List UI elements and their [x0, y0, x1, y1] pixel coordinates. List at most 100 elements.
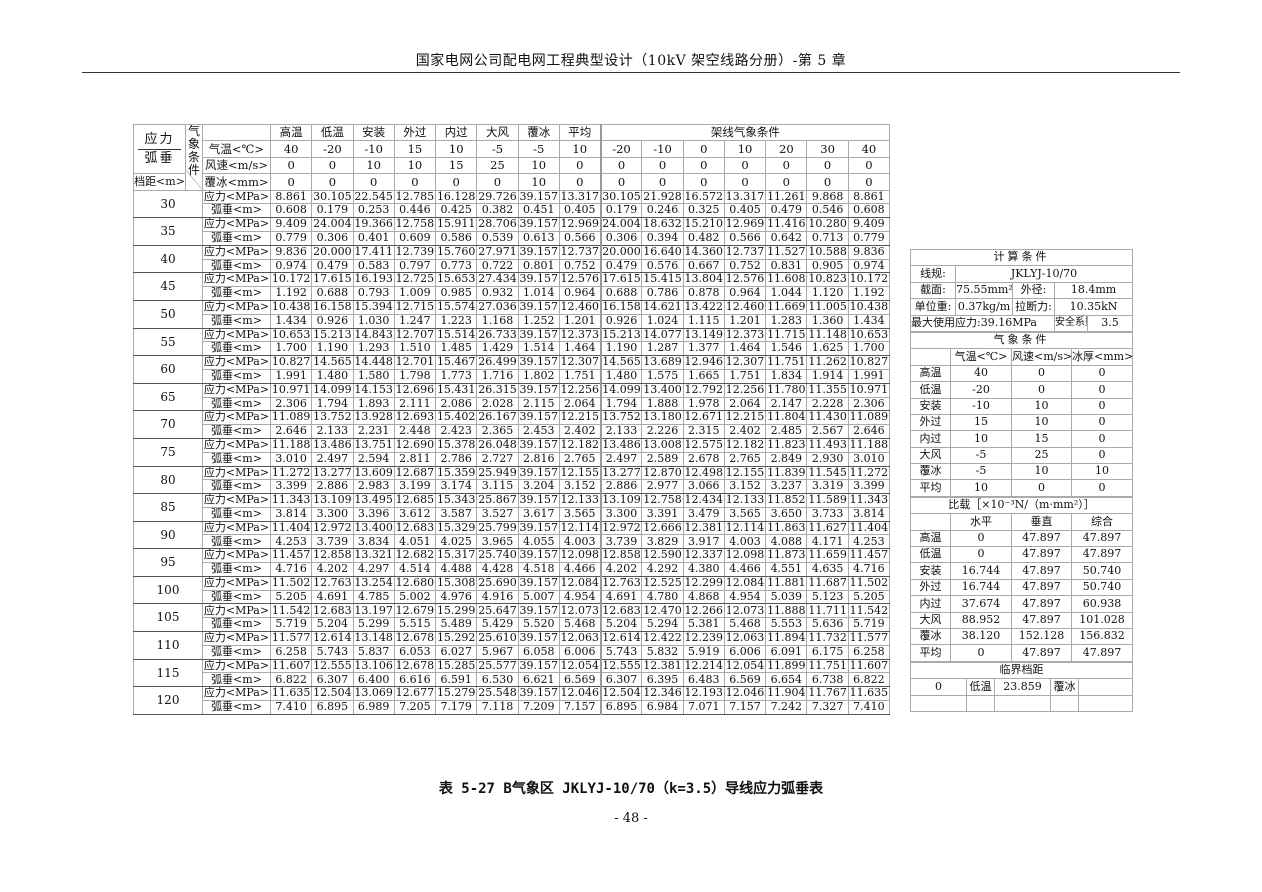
weather-value: 0 — [1011, 364, 1072, 383]
stress-value: 39.157 — [517, 355, 560, 370]
calc-title: 计算条件 — [909, 248, 1134, 267]
table-row: 弧垂<m> 7.410 6.895 6.989 7.205 7.179 7.118 7.209… — [134, 700, 891, 715]
stress-value: 9.409 — [847, 217, 891, 232]
sag-value: 1.580 — [352, 368, 395, 384]
stress-value: 11.577 — [269, 631, 313, 646]
sag-value: 3.399 — [847, 479, 891, 495]
stress-value: 12.677 — [393, 686, 437, 702]
sag-value: 6.091 — [765, 644, 808, 660]
sag-value: 4.691 — [311, 589, 354, 605]
sag-value: 0.608 — [847, 203, 891, 219]
sag-value: 0.752 — [723, 258, 767, 274]
weather-header: 风速<m/s> — [1011, 348, 1072, 366]
stress-value: 18.632 — [641, 217, 684, 232]
stress-value: 15.394 — [352, 299, 395, 315]
sag-value: 0.801 — [517, 258, 560, 274]
stress-value: 12.063 — [558, 631, 602, 646]
sag-value: 5.039 — [765, 589, 808, 605]
sag-value: 3.527 — [476, 506, 519, 522]
stress-value: 11.888 — [765, 603, 808, 619]
load-value: 47.897 — [1070, 644, 1134, 662]
stress-value: 11.767 — [806, 686, 849, 702]
stress-value: 14.099 — [311, 382, 354, 398]
load-value: 38.120 — [950, 627, 1012, 646]
stress-value: 10.588 — [806, 244, 849, 260]
sag-value: 0.779 — [847, 230, 891, 246]
stress-value: 10.971 — [847, 382, 891, 398]
stress-value: 22.545 — [352, 189, 395, 205]
sag-value: 5.205 — [269, 589, 313, 605]
stress-value: 9.409 — [269, 217, 313, 232]
corner-sag: 弧垂 — [144, 150, 175, 166]
table-row: 弧垂<m> 5.205 4.691 4.785 5.002 4.976 4.916 5.007… — [134, 589, 891, 605]
stress-value: 19.366 — [352, 217, 395, 232]
stress-value: 11.804 — [765, 410, 808, 426]
stress-value: 12.758 — [393, 217, 437, 232]
condition-4: 内过 — [435, 123, 478, 142]
stress-value: 11.261 — [765, 189, 808, 205]
temp-value: 30 — [806, 140, 849, 158]
table-row: 100 应力<MPa> 11.502 12.763 13.254 12.680 15.308… — [133, 575, 891, 605]
stress-value: 13.486 — [599, 437, 643, 453]
sag-value: 5.743 — [599, 644, 643, 660]
stress-value: 11.430 — [806, 410, 849, 426]
sag-value: 3.739 — [311, 534, 354, 550]
stress-value: 12.678 — [393, 631, 437, 646]
temp-value: -5 — [476, 140, 519, 158]
span-value: 120 — [133, 686, 203, 715]
stress-value: 13.495 — [352, 493, 395, 508]
critical-title: 临界档距 — [910, 661, 1133, 680]
sag-value: 3.174 — [435, 479, 478, 495]
stress-value: 13.317 — [558, 189, 602, 205]
sag-value: 5.719 — [269, 617, 313, 633]
sag-value: 2.365 — [476, 424, 519, 439]
sag-value: 4.088 — [765, 534, 808, 550]
sag-value: 5.002 — [393, 589, 437, 605]
stress-value: 11.542 — [847, 603, 891, 619]
condition-5: 大风 — [476, 123, 519, 142]
stress-value: 10.172 — [847, 272, 891, 288]
sag-value: 0.253 — [352, 203, 395, 219]
stress-label: 应力<MPa> — [202, 631, 271, 646]
sag-value: 3.587 — [435, 506, 478, 522]
stress-value: 24.004 — [599, 217, 643, 232]
weather-row: 高温 40 0 0 — [910, 364, 1133, 383]
span-value: 35 — [133, 217, 203, 246]
sag-value: 0.609 — [393, 230, 437, 246]
page-number: - 48 - — [614, 811, 648, 826]
sag-value: 4.003 — [558, 534, 602, 550]
weather-condition: 低温 — [910, 381, 951, 399]
sag-value: 1.700 — [269, 341, 313, 357]
stress-value: 11.669 — [765, 299, 808, 315]
stress-value: 11.839 — [765, 465, 808, 481]
table-row: 弧垂<m> 1.434 0.926 1.030 1.247 1.223 1.168 1.252… — [134, 313, 891, 329]
load-value: 16.744 — [950, 578, 1012, 597]
wind-value: 10 — [393, 156, 437, 175]
sag-value: 6.895 — [599, 700, 643, 715]
stress-value: 25.647 — [476, 603, 519, 619]
sag-value: 1.168 — [476, 313, 519, 329]
stress-value: 39.157 — [517, 520, 560, 536]
stress-value: 12.972 — [599, 520, 643, 536]
table-row: 95 应力<MPa> 11.457 12.858 13.321 12.682 15.317 2… — [133, 548, 891, 577]
table-row: 90 应力<MPa> 11.404 12.972 13.400 12.683 15.329 2… — [133, 520, 891, 550]
sag-value: 1.009 — [393, 286, 437, 301]
stress-value: 10.438 — [847, 299, 891, 315]
sag-value: 3.300 — [599, 506, 643, 522]
stress-value: 12.346 — [641, 686, 684, 702]
load-value: 47.897 — [1011, 546, 1072, 564]
stress-value: 13.422 — [682, 299, 725, 315]
ice-value: 0 — [682, 173, 725, 191]
sag-value: 3.829 — [641, 534, 684, 550]
stress-label: 应力<MPa> — [202, 272, 271, 288]
sag-value: 1.510 — [393, 341, 437, 357]
sag-value: 6.984 — [641, 700, 684, 715]
sag-value: 1.794 — [311, 396, 354, 412]
sag-value: 0.905 — [806, 258, 849, 274]
stress-value: 12.763 — [311, 575, 354, 591]
weather-value: 0 — [1071, 364, 1133, 383]
sag-value: 4.202 — [599, 562, 643, 577]
stress-value: 12.525 — [641, 575, 684, 591]
stress-value: 11.873 — [765, 548, 808, 564]
table-row: 45 应力<MPa> 10.172 17.615 16.193 12.725 15.653 2… — [133, 272, 891, 301]
